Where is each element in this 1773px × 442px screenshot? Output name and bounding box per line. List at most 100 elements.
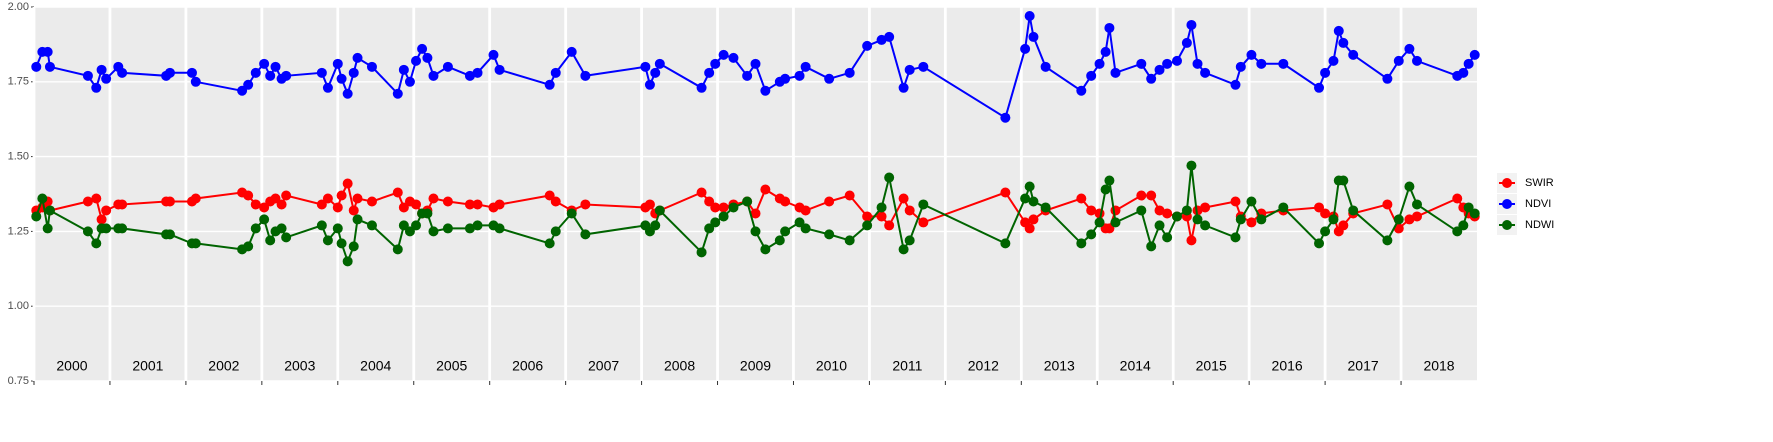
point — [342, 256, 353, 267]
point — [1246, 217, 1257, 228]
point — [411, 220, 422, 231]
point — [1181, 205, 1192, 216]
point — [366, 196, 377, 207]
y-tick-label: 1.25 — [8, 225, 29, 237]
point — [1469, 208, 1480, 219]
point — [1320, 67, 1331, 78]
point — [1100, 46, 1111, 57]
point — [96, 214, 107, 225]
point — [265, 235, 276, 246]
point — [1458, 67, 1469, 78]
point — [1024, 10, 1035, 21]
point — [442, 223, 453, 234]
point — [904, 235, 915, 246]
legend-point — [1502, 199, 1512, 209]
point — [42, 223, 53, 234]
point — [774, 235, 785, 246]
point — [1328, 55, 1339, 66]
point — [186, 67, 197, 78]
point — [898, 193, 909, 204]
point — [1104, 22, 1115, 33]
point — [718, 202, 729, 213]
point — [398, 64, 409, 75]
x-tick-label: 2013 — [1044, 358, 1075, 374]
legend-label: NDVI — [1525, 198, 1551, 210]
point — [1412, 199, 1423, 210]
point — [101, 73, 112, 84]
point — [544, 238, 555, 249]
point — [1094, 58, 1105, 69]
point — [1393, 214, 1404, 225]
x-tick-label: 2017 — [1348, 358, 1379, 374]
point — [550, 226, 561, 237]
point — [1382, 235, 1393, 246]
point — [342, 178, 353, 189]
y-tick-label: 1.75 — [8, 76, 29, 88]
point — [472, 220, 483, 231]
point — [1136, 190, 1147, 201]
point — [1338, 220, 1349, 231]
point — [1040, 61, 1051, 72]
y-tick-label: 0.75 — [8, 375, 29, 387]
point — [442, 196, 453, 207]
point — [742, 196, 753, 207]
point — [566, 208, 577, 219]
point — [1146, 73, 1157, 84]
point — [1348, 205, 1359, 216]
point — [336, 190, 347, 201]
point — [710, 58, 721, 69]
point — [750, 226, 761, 237]
point — [862, 211, 873, 222]
point — [550, 67, 561, 78]
point — [117, 67, 128, 78]
point — [404, 76, 415, 87]
point — [42, 46, 53, 57]
point — [1146, 241, 1157, 252]
point — [654, 58, 665, 69]
point — [1186, 160, 1197, 171]
point — [728, 52, 739, 63]
x-tick-label: 2001 — [132, 358, 163, 374]
point — [91, 238, 102, 249]
point — [348, 241, 359, 252]
x-tick-label: 2007 — [588, 358, 619, 374]
point — [1020, 43, 1031, 54]
point — [392, 187, 403, 198]
point — [250, 67, 261, 78]
legend-point — [1502, 220, 1512, 230]
point — [1230, 232, 1241, 243]
point — [710, 202, 721, 213]
point — [322, 82, 333, 93]
point — [322, 235, 333, 246]
point — [650, 67, 661, 78]
point — [428, 226, 439, 237]
point — [1338, 37, 1349, 48]
x-tick-label: 2008 — [664, 358, 695, 374]
point — [164, 67, 175, 78]
point — [1136, 58, 1147, 69]
point — [1458, 220, 1469, 231]
point — [794, 70, 805, 81]
x-tick-label: 2011 — [892, 358, 922, 374]
point — [101, 205, 112, 216]
point — [844, 190, 855, 201]
point — [1162, 58, 1173, 69]
point — [844, 235, 855, 246]
point — [1314, 82, 1325, 93]
point — [276, 223, 287, 234]
point — [710, 217, 721, 228]
point — [718, 49, 729, 60]
point — [316, 67, 327, 78]
point — [31, 211, 42, 222]
point — [742, 70, 753, 81]
point — [644, 79, 655, 90]
point — [259, 58, 270, 69]
point — [1256, 58, 1267, 69]
point — [1094, 217, 1105, 228]
point — [1200, 67, 1211, 78]
point — [898, 244, 909, 255]
point — [243, 241, 254, 252]
point — [862, 220, 873, 231]
point — [918, 61, 929, 72]
point — [1000, 112, 1011, 123]
